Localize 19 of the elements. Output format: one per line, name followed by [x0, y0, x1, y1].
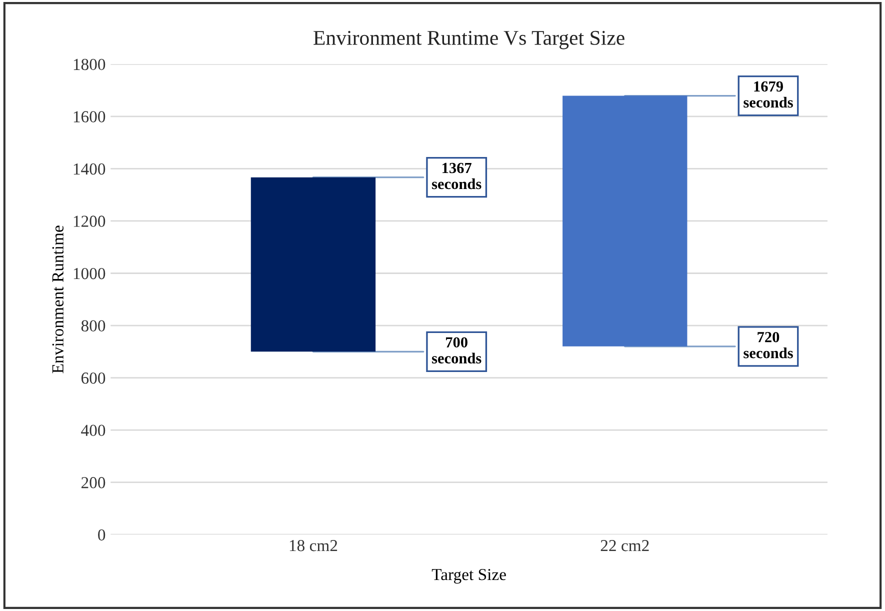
- y-tick-label: 400: [81, 424, 106, 436]
- x-axis-title: Target Size: [432, 568, 506, 584]
- annotation: 1679 seconds: [744, 81, 793, 108]
- annotation: 1367 seconds: [432, 162, 482, 190]
- annotation: 720 seconds: [744, 332, 793, 358]
- y-tick-label: 0: [98, 529, 106, 541]
- y-tick-label: 200: [81, 477, 106, 488]
- x-tick-label: 22 cm2: [600, 540, 649, 552]
- y-tick-label: 1400: [74, 163, 106, 175]
- y-tick-label: 600: [81, 372, 106, 384]
- annotation: 700 seconds: [432, 337, 482, 364]
- chart-title: Environment Runtime Vs Target Size: [314, 30, 624, 50]
- y-tick-label: 1000: [74, 268, 106, 280]
- y-axis-title: Environment Runtime: [52, 226, 64, 374]
- y-tick-label: 1600: [74, 111, 106, 122]
- y-tick-label: 1200: [74, 216, 106, 227]
- x-tick-label: 18 cm2: [290, 540, 338, 552]
- y-tick-label: 1800: [74, 58, 106, 70]
- y-tick-label: 800: [81, 320, 106, 332]
